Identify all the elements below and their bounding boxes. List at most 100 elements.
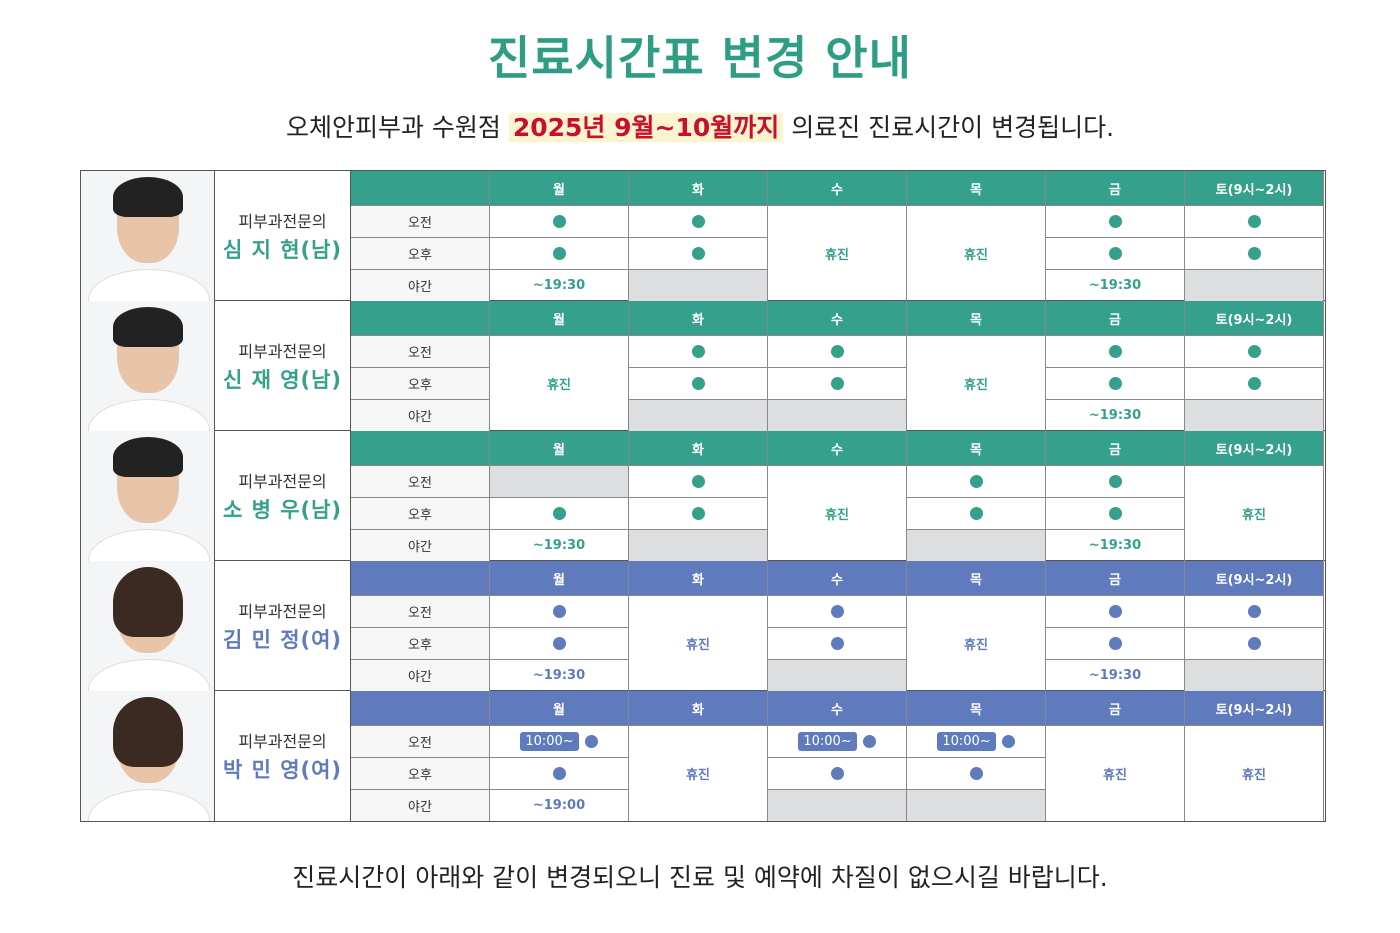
day-header: 화 <box>629 301 768 336</box>
doctor-photo <box>81 561 215 691</box>
coat-shape <box>88 269 210 301</box>
day-header: 금 <box>1046 691 1185 726</box>
doctor-photo <box>81 171 215 301</box>
closed-cell: 휴진 <box>1185 466 1324 561</box>
available-dot-icon <box>1247 377 1261 390</box>
start-time-badge: 10:00~ <box>798 732 857 751</box>
schedule-cell <box>629 368 768 400</box>
unavailable-cell <box>1185 270 1324 301</box>
doctor-title: 피부과전문의 <box>238 602 327 621</box>
hair-shape <box>113 307 183 347</box>
schedule-cell <box>490 758 629 790</box>
schedule-cell <box>768 368 907 400</box>
schedule-cell <box>907 466 1046 498</box>
slot-label: 야간 <box>351 270 490 301</box>
day-header: 수 <box>768 171 907 206</box>
schedule-cell <box>1046 498 1185 530</box>
closed-cell: 휴진 <box>907 596 1046 691</box>
schedule-cell <box>490 238 629 270</box>
schedule-cell: 10:00~ <box>907 726 1046 758</box>
closed-cell: 휴진 <box>907 336 1046 431</box>
subtitle: 오체안피부과 수원점 2025년 9월~10월까지 의료진 진료시간이 변경됩니… <box>0 108 1400 144</box>
header-blank <box>351 171 490 206</box>
evening-hours: ~19:30 <box>1088 408 1142 423</box>
doctor-name-cell: 피부과전문의 박 민 영(여) <box>215 691 351 821</box>
available-dot-icon <box>1247 605 1261 618</box>
day-header: 목 <box>907 301 1046 336</box>
day-header: 금 <box>1046 431 1185 466</box>
day-header: 토(9시~2시) <box>1185 561 1324 596</box>
slot-label: 오후 <box>351 758 490 790</box>
doctor-name-cell: 피부과전문의 심 지 현(남) <box>215 171 351 301</box>
available-dot-icon <box>691 377 705 390</box>
closed-cell: 휴진 <box>629 596 768 691</box>
unavailable-cell <box>629 530 768 561</box>
day-header: 화 <box>629 171 768 206</box>
day-header: 월 <box>490 691 629 726</box>
available-dot-icon <box>1001 735 1015 748</box>
closed-cell: 휴진 <box>1046 726 1185 821</box>
available-dot-icon <box>1108 215 1122 228</box>
doctor-title: 피부과전문의 <box>238 212 327 231</box>
doctor-name: 신 재 영(남) <box>222 368 343 392</box>
schedule-cell <box>1046 466 1185 498</box>
coat-shape <box>88 659 210 691</box>
evening-hours: ~19:30 <box>1088 668 1142 683</box>
doctor-block: 피부과전문의 심 지 현(남) 월 화 수 목 금 토(9시~2시) 오전 오후 야간 ~19:30 휴… <box>81 171 1325 301</box>
available-dot-icon <box>552 767 566 780</box>
header-blank <box>351 561 490 596</box>
available-dot-icon <box>830 605 844 618</box>
schedule-cell <box>629 466 768 498</box>
evening-hours: ~19:00 <box>532 798 586 813</box>
slot-label: 오전 <box>351 466 490 498</box>
start-time-badge: 10:00~ <box>520 732 579 751</box>
available-dot-icon <box>969 507 983 520</box>
slot-label: 오후 <box>351 238 490 270</box>
available-dot-icon <box>584 735 598 748</box>
closed-cell: 휴진 <box>768 466 907 561</box>
available-dot-icon <box>969 767 983 780</box>
schedule-cell: ~19:30 <box>1046 530 1185 561</box>
header-blank <box>351 301 490 336</box>
doctor-name: 김 민 정(여) <box>222 628 343 652</box>
day-header: 월 <box>490 301 629 336</box>
doctor-name-cell: 피부과전문의 신 재 영(남) <box>215 301 351 431</box>
day-header: 토(9시~2시) <box>1185 301 1324 336</box>
schedule-cell <box>1185 368 1324 400</box>
schedule-cell: ~19:30 <box>1046 270 1185 301</box>
day-header: 목 <box>907 431 1046 466</box>
coat-shape <box>88 789 210 821</box>
day-header: 토(9시~2시) <box>1185 691 1324 726</box>
available-dot-icon <box>552 507 566 520</box>
available-dot-icon <box>862 735 876 748</box>
available-dot-icon <box>1108 247 1122 260</box>
day-header: 토(9시~2시) <box>1185 171 1324 206</box>
doctor-photo <box>81 691 215 821</box>
schedule-cell <box>1046 238 1185 270</box>
evening-hours: ~19:30 <box>1088 278 1142 293</box>
available-dot-icon <box>691 247 705 260</box>
available-dot-icon <box>552 637 566 650</box>
available-dot-icon <box>830 377 844 390</box>
subtitle-rest: 의료진 진료시간이 변경됩니다. <box>791 113 1115 142</box>
doctor-title: 피부과전문의 <box>238 472 327 491</box>
schedule-cell <box>1046 596 1185 628</box>
available-dot-icon <box>830 767 844 780</box>
schedule-cell <box>629 238 768 270</box>
schedule-cell <box>490 596 629 628</box>
day-header: 수 <box>768 561 907 596</box>
unavailable-cell <box>629 270 768 301</box>
schedule-cell <box>629 336 768 368</box>
unavailable-cell <box>490 466 629 498</box>
available-dot-icon <box>552 215 566 228</box>
doctor-block: 피부과전문의 박 민 영(여) 월 화 수 목 금 토(9시~2시) 오전 오후 야간 10:00~ ~… <box>81 691 1325 821</box>
available-dot-icon <box>552 247 566 260</box>
schedule-cell: ~19:30 <box>490 530 629 561</box>
unavailable-cell <box>768 400 907 431</box>
schedule-cell <box>629 498 768 530</box>
available-dot-icon <box>691 475 705 488</box>
schedule-cell <box>490 206 629 238</box>
available-dot-icon <box>1108 507 1122 520</box>
schedule-cell <box>907 498 1046 530</box>
